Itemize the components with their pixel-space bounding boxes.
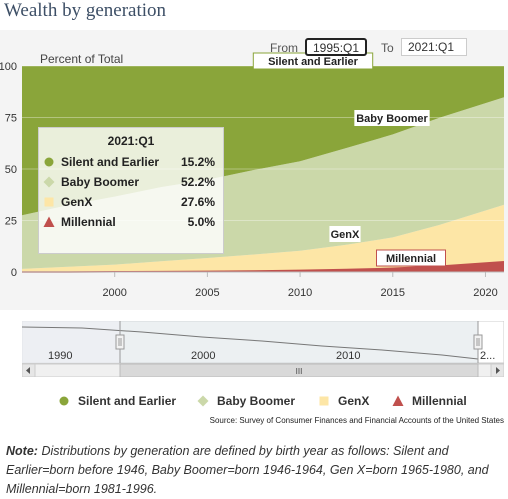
area-series-millennial[interactable] [22,261,504,272]
chart-title: Wealth by generation [4,0,167,21]
diamond-icon [197,395,209,407]
tooltip-row-silent: Silent and Earlier 15.2% [39,153,225,171]
square-icon [319,396,329,406]
x-tick-label: 2005 [195,287,219,299]
annotation-label: Millennial [386,253,436,265]
source-note: Source: Survey of Consumer Finances and … [209,416,504,425]
note-text: Distributions by generation are defined … [6,444,489,496]
footnote: Note: Distributions by generation are de… [6,442,506,499]
y-tick-label: 75 [5,113,17,125]
chart-area: 0 25 50 75 100 2000 2005 2010 2015 2020 Silent and… [0,30,508,310]
navigator-tick-label: 2... [480,350,495,362]
tooltip-value: 15.2% [180,155,215,169]
annotation-box [354,110,430,126]
navigator-line [21,326,479,360]
tooltip-label: GenX [61,195,93,209]
x-tick-label: 2000 [102,287,126,299]
to-date-input[interactable]: 2021:Q1 [401,38,467,56]
y-tick-label: 0 [11,267,17,279]
from-label: From [270,41,298,55]
tooltip: 2021:Q1 Silent and Earlier 15.2% Baby Bo… [38,127,224,254]
note-label: Note: [6,444,38,458]
tooltip-value: 27.6% [180,195,215,209]
circle-icon [44,157,54,167]
to-label: To [381,41,394,55]
tooltip-value: 5.0% [187,215,215,229]
navigator-selection[interactable] [120,321,478,363]
tooltip-row-genx: GenX 27.6% [39,193,225,211]
annotation-box [329,226,361,242]
tooltip-label: Millennial [61,215,116,229]
triangle-icon [43,216,55,227]
square-icon [44,197,54,207]
scroll-right-arrow[interactable] [490,363,505,378]
legend-label: Millennial [412,394,467,408]
tooltip-value: 52.2% [180,175,215,189]
tooltip-label: Silent and Earlier [61,155,160,169]
legend: Silent and Earlier Baby Boomer GenX Mill… [0,392,508,414]
annotation-box [376,249,446,267]
tooltip-row-boomer: Baby Boomer 52.2% [39,173,225,191]
annotation-label: GenX [331,229,360,241]
y-axis-label: Percent of Total [40,52,124,66]
legend-label: GenX [338,394,370,408]
navigator: 1990 2000 2010 2... III [21,320,505,378]
circle-icon [59,396,69,406]
from-date-input[interactable]: 1995:Q1 [305,38,367,56]
legend-label: Baby Boomer [217,394,296,408]
scrollbar-grip: III [296,367,303,376]
x-tick-label: 2010 [288,287,312,299]
x-tick-label: 2015 [381,287,405,299]
diamond-icon [43,176,55,188]
scroll-left-arrow[interactable] [21,363,36,378]
annotation-label: Silent and Earlier [268,56,359,68]
y-tick-label: 100 [0,61,17,73]
scrollbar[interactable]: III [21,363,505,378]
navigator-tick-label: 1990 [48,350,72,362]
navigator-svg: 1990 2000 2010 2... III [21,320,505,378]
x-tick-label: 2020 [473,287,497,299]
triangle-icon [392,395,404,406]
legend-label: Silent and Earlier [78,394,177,408]
tooltip-title: 2021:Q1 [107,134,155,148]
navigator-tick-label: 2010 [336,350,360,362]
y-tick-label: 25 [5,216,17,228]
tooltip-label: Baby Boomer [61,175,140,189]
navigator-handle-right[interactable] [473,334,483,350]
y-tick-label: 50 [5,164,17,176]
navigator-tick-label: 2000 [191,350,215,362]
navigator-handle-left[interactable] [115,334,125,350]
annotation-label: Baby Boomer [356,113,428,125]
tooltip-row-millennial: Millennial 5.0% [39,213,225,231]
